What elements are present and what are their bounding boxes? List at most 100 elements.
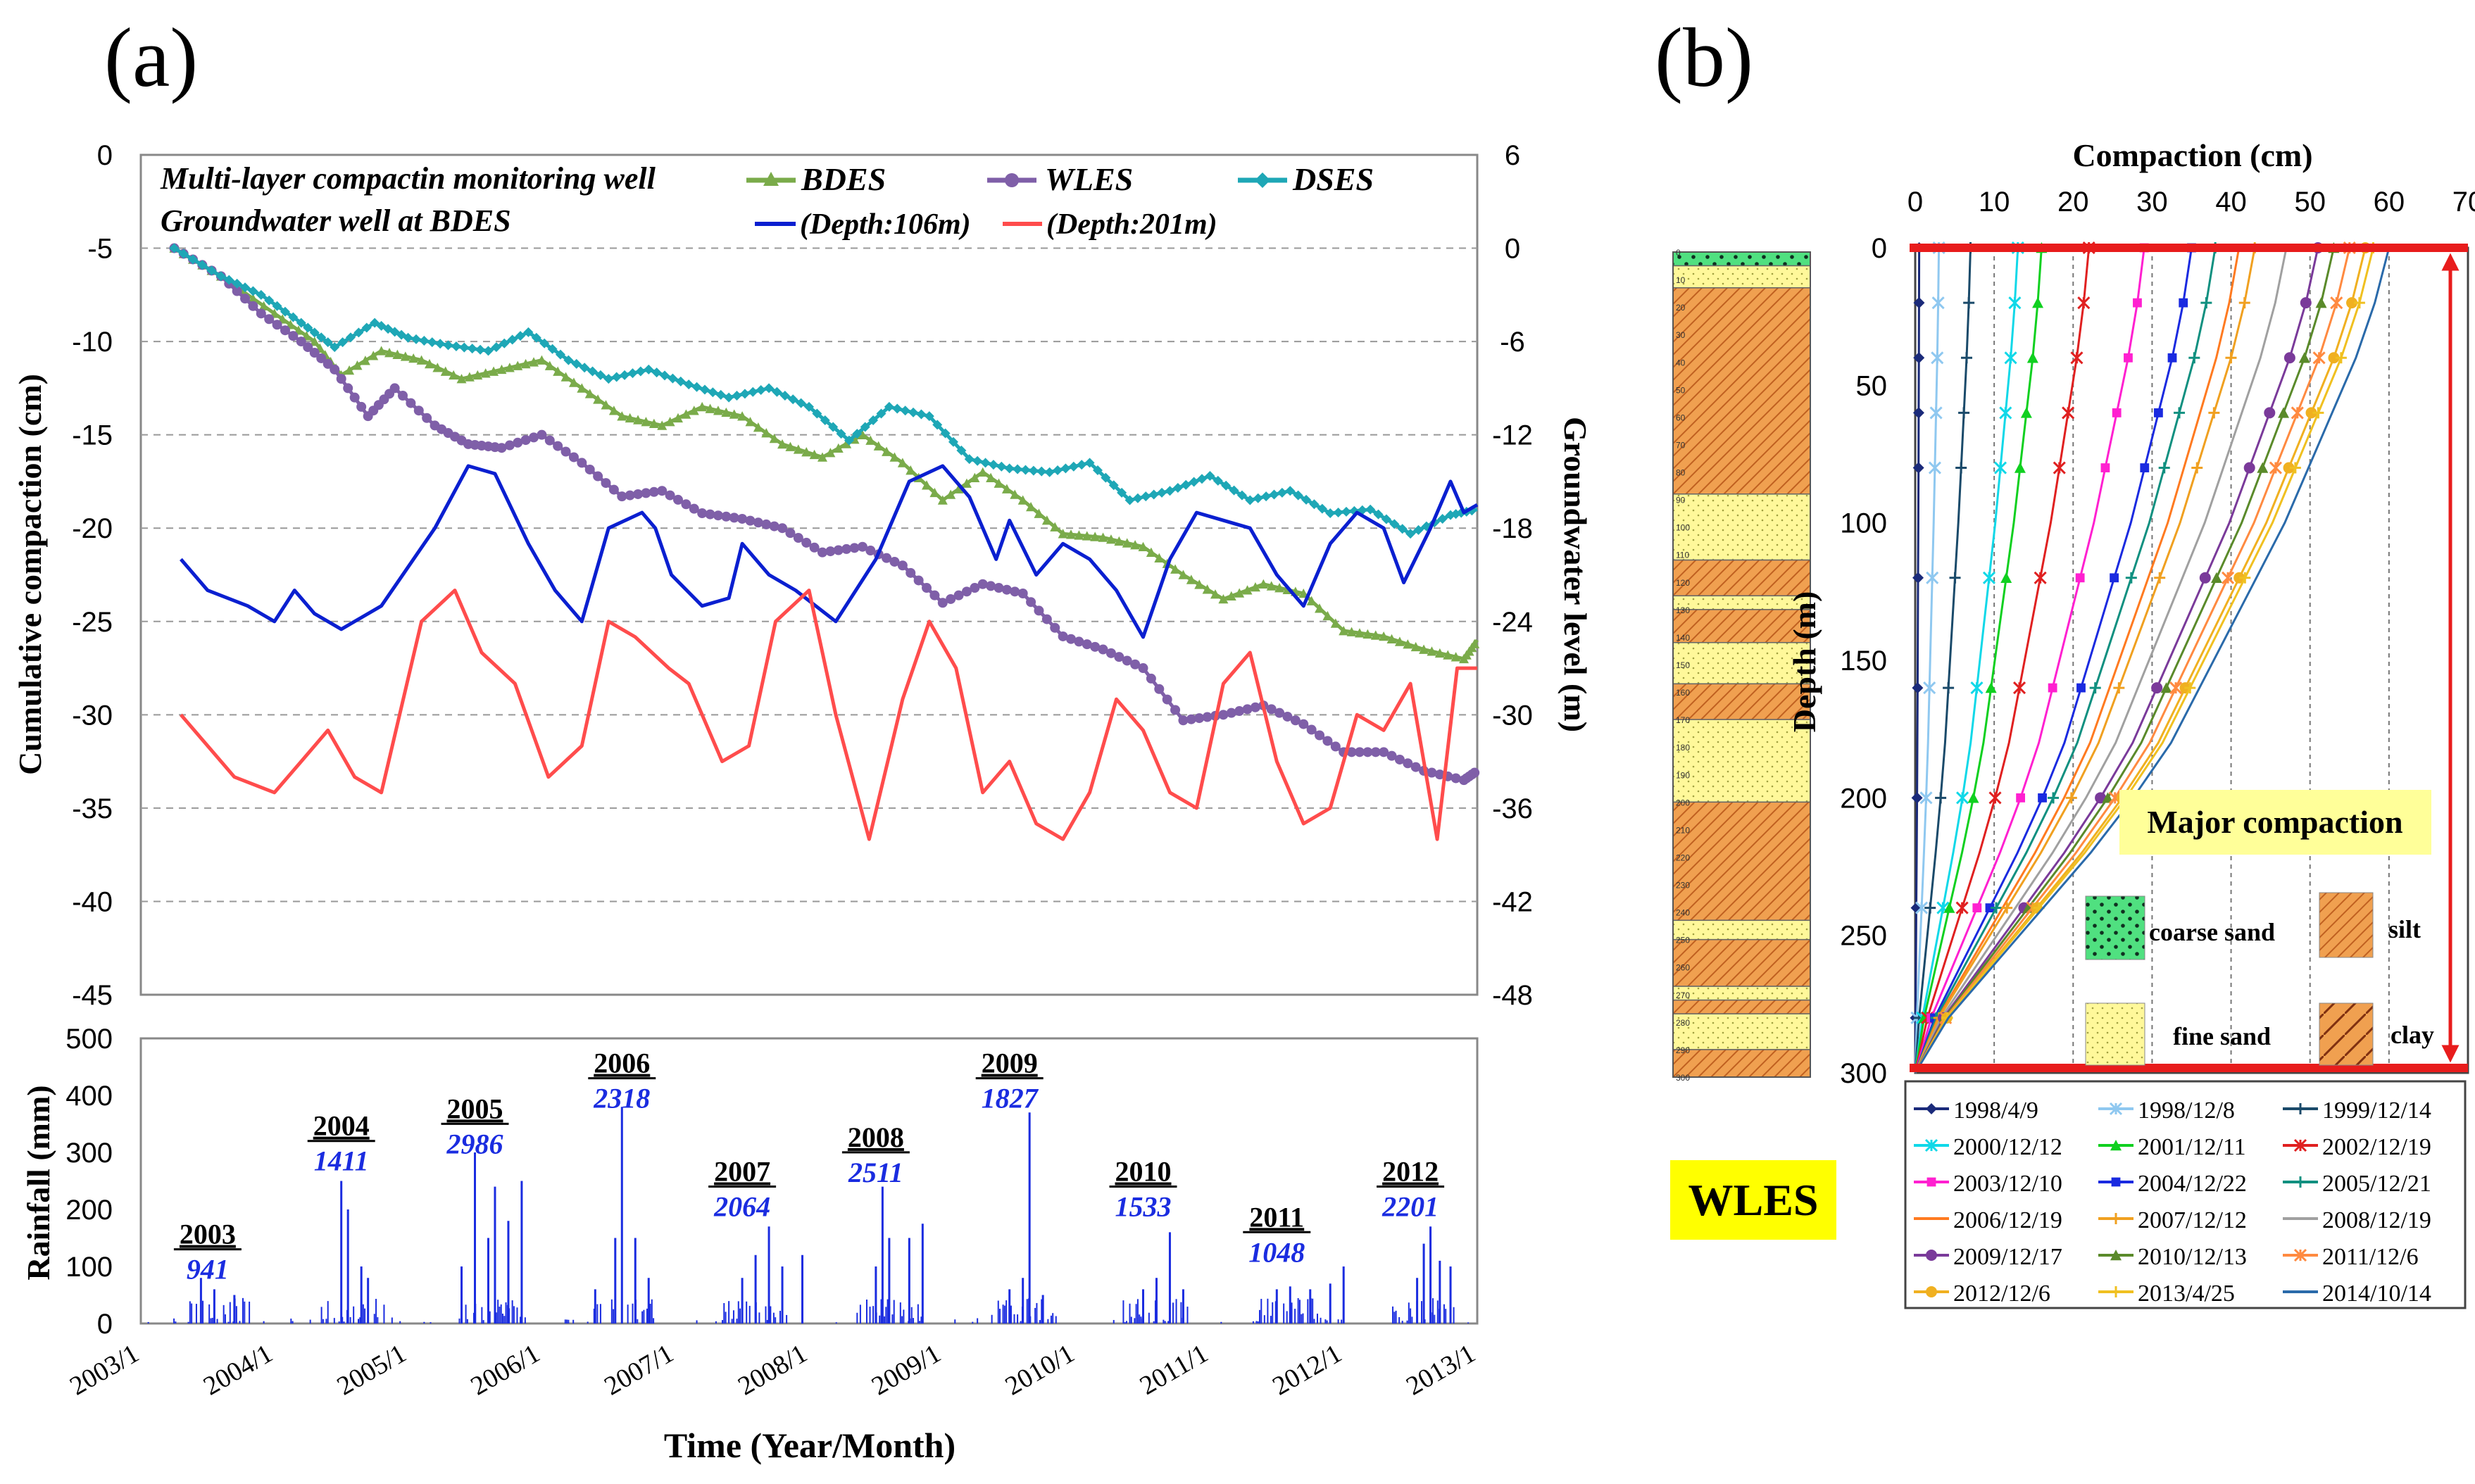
series-point-dses: [844, 435, 854, 446]
borehole-layer-silt: [1672, 287, 1811, 495]
series-point-dses: [206, 265, 217, 276]
series-point-wles: [994, 583, 1004, 593]
borehole-layer-fine: [1672, 986, 1811, 1001]
profile-point: [2208, 407, 2220, 419]
series-point-bdes: [1403, 639, 1413, 649]
borehole-layer-coarse: [1672, 251, 1811, 267]
series-point-dses: [860, 422, 870, 432]
profile-legend-marker: [2295, 1103, 2306, 1114]
series-point-dses: [555, 349, 565, 360]
profile-y-tick: 300: [1840, 1058, 1887, 1089]
series-point-wles: [1250, 702, 1260, 712]
series-point-dses: [1389, 519, 1400, 529]
time-x-axis-label: Time (Year/Month): [664, 1426, 955, 1465]
borehole-depth-tick: 150: [1676, 660, 1690, 670]
borehole-layer-fine: [1672, 493, 1811, 561]
groundwater-y-tick: -36: [1492, 793, 1533, 824]
legend-marker-wles: [1005, 173, 1019, 187]
profile-point: [2222, 571, 2235, 584]
series-point-bdes: [360, 356, 370, 365]
panel-label-a: (a): [104, 11, 198, 104]
series-point-dses: [932, 420, 943, 430]
series-point-bdes: [1450, 652, 1461, 662]
series-point-bdes: [1074, 530, 1084, 540]
series-point-dses: [288, 312, 299, 322]
series-point-bdes: [1178, 570, 1189, 579]
groundwater-y-ticks: 6 0 -6 -12 -18 -24 -30 -36 -42 -48: [1492, 140, 1533, 1011]
series-point-dses: [1060, 463, 1071, 474]
series-point-dses: [571, 358, 582, 369]
series-point-bdes: [584, 389, 595, 398]
series-point-dses: [1020, 465, 1031, 475]
series-point-wles: [865, 546, 876, 556]
profile-legend-label: 2013/4/25: [2138, 1281, 2235, 1307]
profile-x-tick: 70: [2452, 187, 2475, 218]
series-point-dses: [451, 341, 461, 352]
profile-legend-marker: [1926, 1177, 1936, 1187]
profile-point: [1985, 903, 1995, 912]
series-point-bdes: [809, 449, 820, 460]
series-point-dses: [1365, 504, 1376, 515]
profile-legend-label: 2001/12/11: [2138, 1134, 2246, 1160]
series-point-wles: [248, 301, 258, 311]
series-point-dses: [587, 366, 598, 377]
rainfall-total-label: 941: [187, 1254, 229, 1285]
series-point-dses: [467, 344, 477, 354]
profile-line: [1914, 247, 2043, 1074]
series-point-dses: [708, 387, 718, 398]
profile-y-tick: 100: [1840, 508, 1887, 539]
series-point-dses: [1197, 474, 1208, 484]
series-point-dses: [1124, 495, 1135, 505]
rainfall-y-tick: 500: [65, 1024, 113, 1055]
series-point-bdes: [970, 472, 980, 482]
series-point-bdes: [1170, 564, 1181, 574]
profile-y-axis-label: Depth (m): [1786, 591, 1822, 733]
compaction-chart: 0 -5 -10 -15 -20 -25 -30 -35 -40 -45 6 0 -6 -12 -18 -2…: [12, 140, 1593, 1011]
series-point-wles: [316, 353, 327, 363]
profile-line: [1914, 247, 2193, 1074]
profile-point: [1943, 902, 1955, 913]
profile-point: [1926, 571, 1939, 584]
borehole-layer-silt: [1672, 999, 1811, 1014]
profile-point: [2239, 572, 2251, 584]
series-point-wles: [633, 489, 644, 499]
profile-line: [1914, 247, 2367, 1074]
series-point-bdes: [633, 415, 644, 425]
series-point-bdes: [1470, 639, 1480, 648]
series-point-bdes: [1315, 603, 1325, 613]
series-point-dses: [169, 243, 180, 253]
series-point-wles: [520, 435, 531, 446]
series-point-wles: [537, 429, 547, 440]
series-point-dses: [539, 338, 550, 348]
borehole-depth-tick: 230: [1676, 881, 1690, 891]
series-point-wles: [897, 560, 908, 571]
profile-point: [2124, 353, 2133, 363]
profile-legend-marker: [2110, 1140, 2122, 1151]
profile-legend-label: 2009/12/17: [1953, 1244, 2062, 1270]
profile-point: [2169, 681, 2183, 695]
series-point-wles: [1218, 710, 1229, 720]
profile-point: [2238, 297, 2250, 309]
profile-line: [1914, 247, 2288, 1074]
series-point-wles: [793, 533, 803, 543]
profile-point: [2100, 463, 2110, 472]
series-point-wles: [1074, 636, 1084, 647]
rainfall-total-label: 2064: [713, 1191, 770, 1223]
series-point-wles: [1066, 634, 1077, 644]
profile-point: [2001, 902, 2013, 914]
series-point-dses: [309, 327, 320, 338]
series-point-dses: [748, 386, 758, 397]
series-point-bdes: [1242, 585, 1253, 595]
series-point-bdes: [737, 411, 748, 421]
groundwater-y-tick: -42: [1492, 886, 1533, 917]
series-point-wles: [1282, 711, 1293, 722]
groundwater-y-tick: -12: [1492, 420, 1533, 451]
series-point-bdes: [793, 444, 803, 454]
profile-point: [2298, 352, 2310, 363]
groundwater-y-tick: 0: [1505, 234, 1520, 265]
series-point-wles: [1226, 708, 1236, 718]
series-point-wles: [1362, 747, 1373, 757]
series-point-wles: [1186, 714, 1196, 724]
series-point-bdes: [1041, 515, 1052, 525]
series-point-wles: [1306, 724, 1317, 735]
